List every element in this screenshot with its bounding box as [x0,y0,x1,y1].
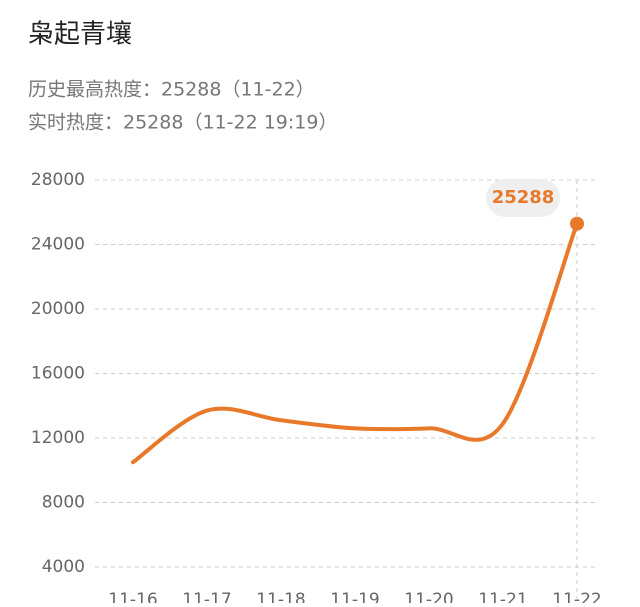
y-tick-label: 28000 [31,170,85,190]
subtitle: 实时热度：25288（11-22 19:19） [28,112,337,134]
line-series [131,221,579,465]
value-bubble [486,179,560,217]
x-tick-label: 11-16 [108,590,157,603]
chart-title: 枭起青壤 [28,20,132,50]
y-tick-label: 16000 [31,364,85,384]
x-tick-label: 11-18 [256,590,305,603]
y-tick-label: 24000 [31,235,85,255]
x-tick-label: 11-22 [552,590,601,603]
end-point [570,216,584,231]
subtitle: 历史最高热度：25288（11-22） [28,79,315,101]
y-tick-label: 8000 [42,493,85,513]
y-tick-label: 4000 [42,557,85,577]
y-tick-label: 12000 [31,428,85,448]
x-tick-label: 11-19 [330,590,379,603]
x-tick-label: 11-21 [478,590,527,603]
x-tick-label: 11-20 [404,590,453,603]
data-label: 25288 [492,187,555,208]
y-tick-label: 20000 [31,299,85,319]
x-tick-label: 11-17 [182,590,231,603]
